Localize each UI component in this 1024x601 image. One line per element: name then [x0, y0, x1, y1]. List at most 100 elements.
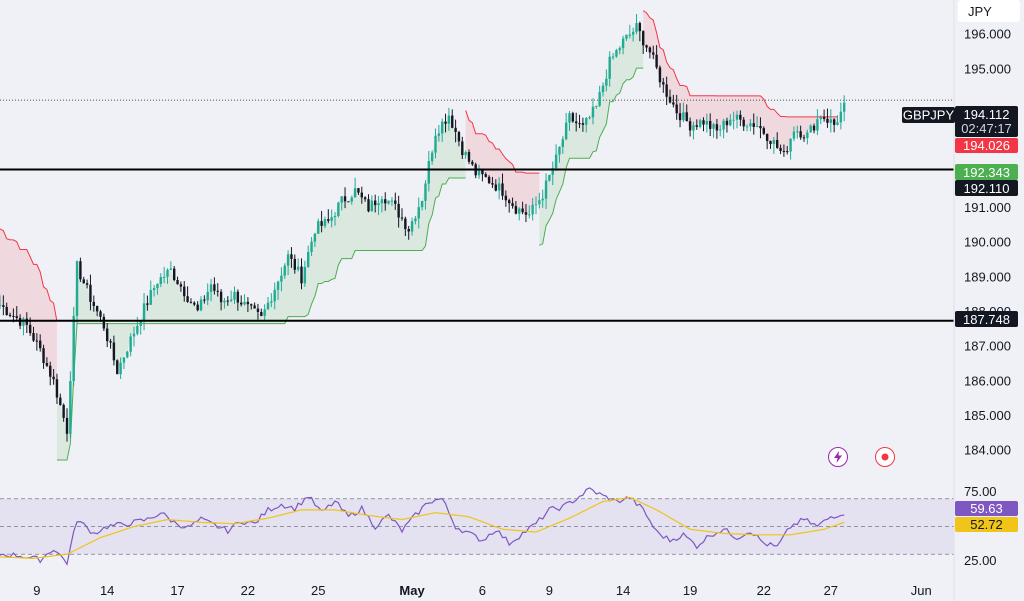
price-tick-label: 196.000 [964, 27, 1011, 42]
candle-body [759, 125, 762, 129]
supertrend-bands [0, 10, 838, 461]
candle-body [558, 146, 561, 155]
candle-body [464, 152, 467, 156]
candle-body [209, 284, 213, 292]
candle-body [709, 121, 712, 129]
candle-body [8, 314, 12, 316]
candle-body [695, 125, 698, 127]
horizontal-lines[interactable] [0, 168, 954, 322]
currency-label: JPY [968, 3, 992, 19]
hline-lower-tag-box [955, 311, 1018, 327]
candle-body [698, 120, 702, 127]
candle-body [451, 115, 454, 128]
candlesticks [0, 14, 846, 442]
price-tick-label: 187.000 [964, 339, 1011, 354]
candle-body [22, 318, 25, 326]
time-tick-label: 14 [100, 583, 114, 598]
candle-body [307, 252, 310, 267]
last-price-tag: 194.112 [963, 107, 1009, 122]
candle-body [226, 300, 229, 302]
candle-body [407, 229, 410, 232]
candle-body [809, 125, 812, 133]
candle-body [270, 301, 273, 303]
candle-body [585, 118, 588, 125]
candle-body [739, 114, 742, 120]
candle-body [223, 300, 226, 303]
record-icon [881, 453, 889, 461]
hline-lower-tag: 187.748 [963, 312, 1010, 327]
price-tick-label: 190.000 [964, 235, 1011, 250]
candle-body [166, 269, 169, 277]
time-tick-label: Jun [911, 583, 932, 598]
candle-body [380, 199, 384, 204]
candle-body [290, 254, 293, 259]
candle-body [481, 169, 484, 175]
price-tick-label: 184.000 [964, 443, 1011, 458]
time-tick-label: 9 [33, 583, 40, 598]
candle-body [792, 131, 796, 139]
candle-body [420, 200, 424, 208]
candle-body [253, 305, 256, 309]
candle-body [102, 316, 106, 329]
record-button[interactable] [875, 447, 895, 467]
candle-body [782, 151, 786, 153]
supertrend-fill-3 [465, 110, 540, 215]
rsi-ma-value-tag-box [955, 517, 1018, 532]
candle-body [367, 199, 370, 212]
hline-upper-tag-box [955, 180, 1018, 196]
candle-body [779, 147, 782, 152]
candle-body [353, 188, 357, 198]
candle-body [89, 284, 92, 302]
candle-body [725, 120, 729, 126]
price-tick-label: 185.000 [964, 408, 1011, 423]
candle-body [843, 102, 846, 112]
candle-body [568, 113, 571, 123]
candle-body [829, 119, 832, 123]
candle-body [581, 123, 585, 125]
candle-body [256, 308, 260, 312]
supertrend-line-5 [642, 10, 838, 118]
candle-body [404, 218, 407, 230]
candle-body [99, 311, 102, 317]
candle-body [631, 31, 635, 35]
currency-button[interactable]: JPY [958, 0, 1020, 22]
candle-body [397, 203, 400, 218]
candle-body [635, 23, 638, 32]
candle-body [648, 47, 652, 53]
candle-body [106, 328, 109, 342]
rsi-line [0, 487, 845, 566]
candle-body [511, 203, 514, 207]
candle-body [122, 357, 126, 363]
candle-body [454, 127, 457, 132]
candle-body [638, 23, 642, 32]
lightning-button[interactable] [828, 447, 848, 467]
price-tick-label: 189.000 [964, 269, 1011, 284]
candle-body [79, 261, 82, 280]
candle-body [826, 118, 829, 123]
supertrend-red-tag-box [955, 138, 1018, 153]
candle-body [618, 48, 621, 51]
rsi-value-tag: 59.63 [970, 501, 1003, 516]
candle-body [625, 34, 628, 39]
candle-body [588, 117, 591, 119]
candle-body [541, 198, 544, 201]
time-tick-label: 9 [546, 583, 553, 598]
candle-body [95, 306, 99, 312]
candle-body [414, 218, 417, 222]
candle-body [712, 124, 715, 129]
candle-body [762, 128, 765, 134]
candle-body [662, 82, 665, 85]
candle-body [732, 119, 735, 121]
candle-body [377, 203, 380, 206]
candle-body [35, 340, 39, 342]
candle-body [544, 180, 548, 199]
candle-body [642, 31, 645, 46]
candle-body [360, 192, 363, 198]
candle-body [219, 291, 223, 303]
candle-body [350, 197, 353, 202]
candle-body [216, 290, 219, 292]
candle-body [819, 117, 822, 120]
candle-body [755, 125, 759, 127]
candle-body [776, 140, 779, 148]
